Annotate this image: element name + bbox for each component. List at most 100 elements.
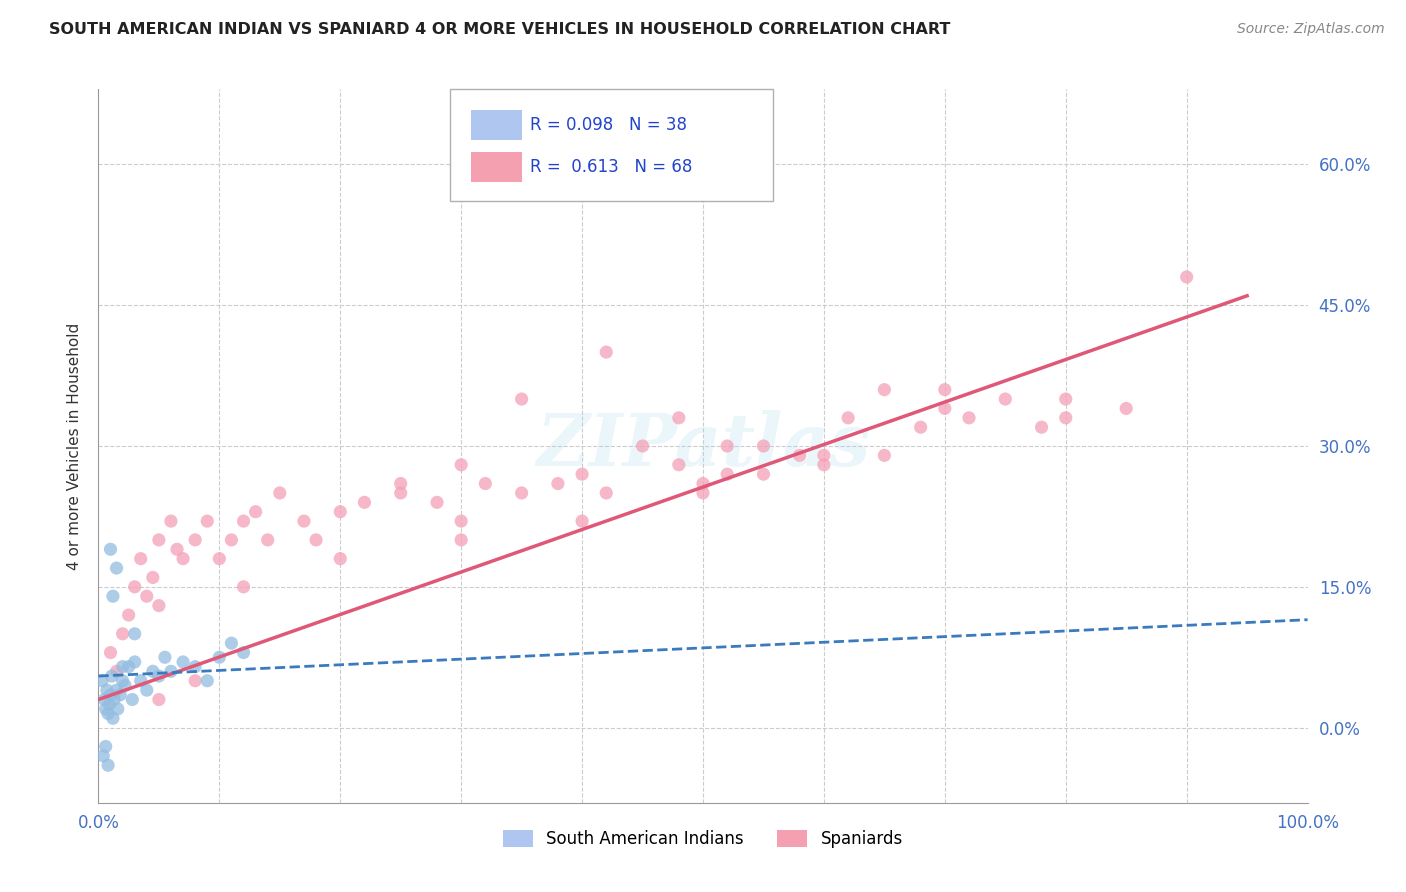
Point [91,748,114,763]
Point [547,476,569,491]
Point [103,692,125,706]
Point [329,505,352,519]
Point [232,580,254,594]
Point [994,392,1017,406]
Point [111,673,134,688]
Legend: South American Indians, Spaniards: South American Indians, Spaniards [496,823,910,855]
Point [153,650,176,665]
Point [692,476,714,491]
Point [474,476,496,491]
Point [114,678,136,692]
Point [100,669,122,683]
Text: R =  0.613   N = 68: R = 0.613 N = 68 [530,158,692,176]
Y-axis label: 4 or more Vehicles in Household: 4 or more Vehicles in Household [66,322,82,570]
Point [148,692,170,706]
Point [195,514,218,528]
Point [716,439,738,453]
Point [752,467,775,482]
Point [716,467,738,482]
Point [108,688,131,702]
Point [129,551,152,566]
Point [571,514,593,528]
Point [111,627,134,641]
Point [389,486,412,500]
Point [837,410,859,425]
Point [450,458,472,472]
Point [450,514,472,528]
Point [101,711,124,725]
Point [1054,410,1077,425]
Point [160,514,183,528]
Point [135,589,157,603]
Point [450,533,472,547]
Point [221,533,243,547]
Point [269,486,291,500]
Point [118,659,141,673]
Point [96,683,118,698]
Point [142,570,165,584]
Point [105,683,128,698]
Point [97,758,120,772]
Point [245,505,267,519]
Point [97,706,120,721]
Point [957,410,980,425]
Point [813,449,835,463]
Point [668,410,690,425]
Point [934,383,956,397]
Point [208,551,231,566]
Text: SOUTH AMERICAN INDIAN VS SPANIARD 4 OR MORE VEHICLES IN HOUSEHOLD CORRELATION CH: SOUTH AMERICAN INDIAN VS SPANIARD 4 OR M… [49,22,950,37]
Text: Source: ZipAtlas.com: Source: ZipAtlas.com [1237,22,1385,37]
Point [426,495,449,509]
Point [184,533,207,547]
Point [101,589,124,603]
Point [142,665,165,679]
Point [305,533,328,547]
Point [105,665,128,679]
Point [93,692,115,706]
Point [595,486,617,500]
Point [135,683,157,698]
Point [118,607,141,622]
Point [172,655,194,669]
Point [329,551,352,566]
Point [166,542,188,557]
Point [100,542,122,557]
Point [100,646,122,660]
Point [353,495,375,509]
Point [571,467,593,482]
Point [910,420,932,434]
Point [873,449,896,463]
Point [98,697,121,711]
Point [232,514,254,528]
Point [124,627,146,641]
Point [184,659,207,673]
Point [148,599,170,613]
Point [148,533,170,547]
Text: ZIPatlas: ZIPatlas [536,410,870,482]
Point [100,688,122,702]
Point [121,692,143,706]
Point [789,449,811,463]
Point [752,439,775,453]
Point [1115,401,1137,416]
Point [1175,270,1198,285]
Point [94,739,117,754]
Point [813,458,835,472]
Point [232,646,254,660]
Point [105,561,128,575]
Point [91,673,114,688]
Point [107,702,129,716]
Point [595,345,617,359]
Point [124,580,146,594]
Point [148,669,170,683]
Point [160,665,183,679]
Text: R = 0.098   N = 38: R = 0.098 N = 38 [530,116,688,134]
Point [124,655,146,669]
Point [510,486,533,500]
Point [111,659,134,673]
Point [129,673,152,688]
Point [389,476,412,491]
Point [1054,392,1077,406]
Point [195,673,218,688]
Point [873,383,896,397]
